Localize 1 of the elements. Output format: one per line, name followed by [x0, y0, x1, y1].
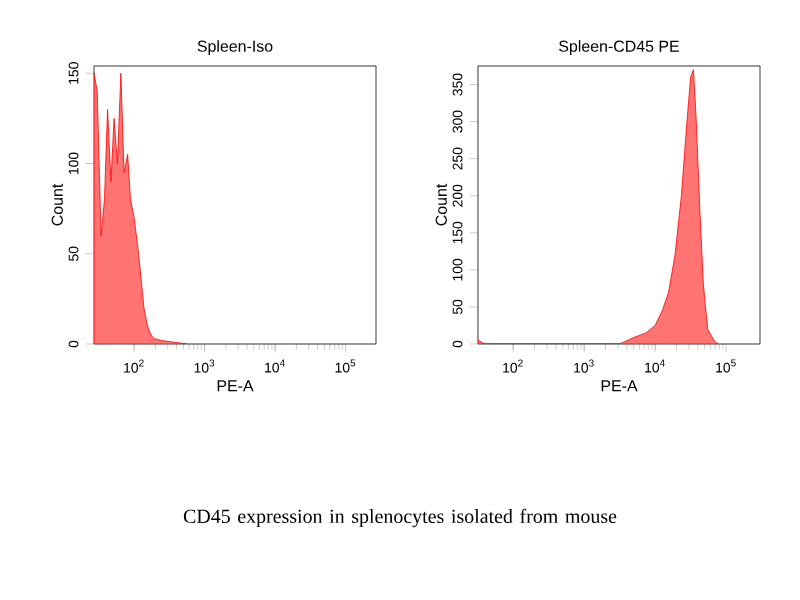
- text: CD45 expression in splenocytes isolated from mouse: [183, 508, 617, 528]
